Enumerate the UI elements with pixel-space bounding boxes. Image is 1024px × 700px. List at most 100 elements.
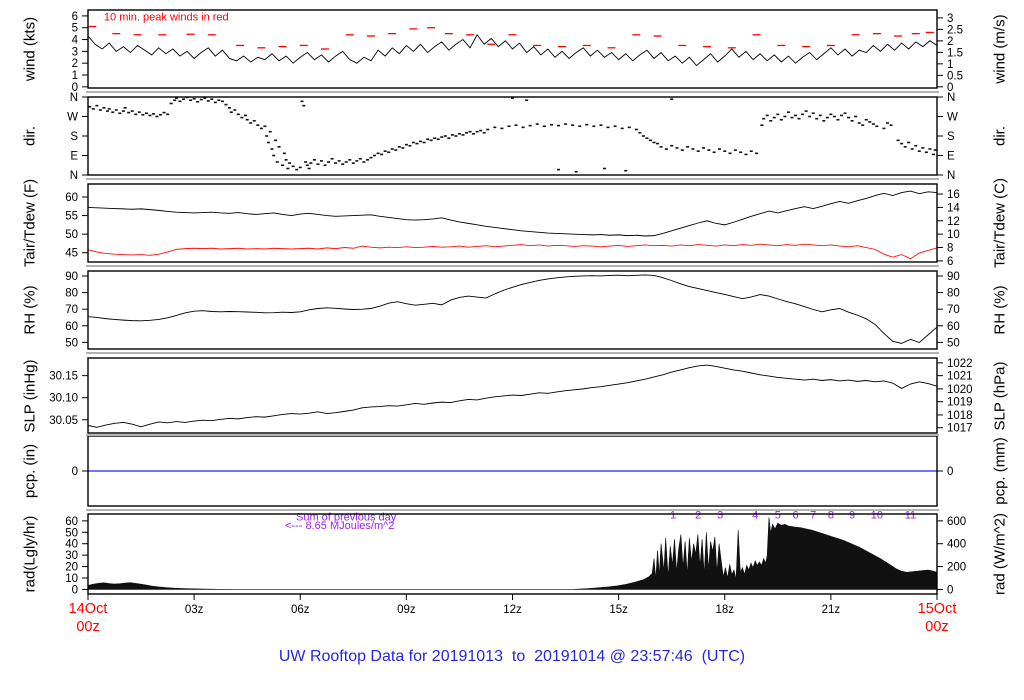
svg-text:1.5: 1.5 [947, 47, 963, 59]
svg-text:3: 3 [72, 46, 78, 58]
svg-text:5: 5 [72, 23, 78, 35]
axis-title-rh-right: RH (%) [991, 285, 1009, 335]
svg-text:70: 70 [65, 304, 78, 316]
svg-text:40: 40 [65, 539, 78, 551]
svg-text:N: N [947, 92, 955, 104]
svg-text:50: 50 [65, 527, 78, 539]
svg-text:80: 80 [65, 288, 78, 300]
svg-text:16: 16 [947, 189, 960, 201]
axis-title-dir-right: dir. [991, 125, 1009, 147]
axis-title-rad-wm2: rad (W/m^2) [991, 512, 1009, 596]
svg-text:50: 50 [65, 229, 78, 241]
svg-text:30.10: 30.10 [49, 393, 78, 405]
svg-text:W: W [67, 112, 78, 124]
svg-text:14: 14 [947, 202, 960, 214]
svg-text:10: 10 [947, 229, 960, 241]
axis-title-pcp-in: pcp. (in) [21, 443, 39, 499]
svg-text:90: 90 [65, 271, 78, 283]
axis-title-wind-kts: wind (kts) [21, 16, 39, 82]
svg-text:7: 7 [810, 510, 816, 522]
svg-text:30.05: 30.05 [49, 415, 78, 427]
svg-text:21z: 21z [822, 604, 841, 616]
svg-text:200: 200 [947, 562, 966, 574]
svg-text:90: 90 [947, 271, 960, 283]
svg-text:E: E [70, 151, 78, 163]
svg-text:0: 0 [72, 584, 78, 596]
svg-text:30: 30 [65, 550, 78, 562]
svg-text:3: 3 [717, 510, 723, 522]
svg-text:W: W [947, 112, 958, 124]
svg-text:1: 1 [947, 59, 953, 71]
svg-text:E: E [947, 151, 955, 163]
svg-text:6: 6 [947, 256, 953, 268]
axis-title-dir-left: dir. [21, 125, 39, 147]
svg-text:1022: 1022 [947, 358, 973, 370]
axis-title-tair-c: Tair/Tdew (C) [991, 177, 1009, 269]
panel-separator [86, 509, 939, 511]
axis-title-slp-inhg: SLP (inHg) [21, 359, 39, 433]
svg-text:1: 1 [670, 510, 676, 522]
svg-text:60: 60 [947, 321, 960, 333]
svg-text:S: S [947, 131, 955, 143]
svg-text:50: 50 [65, 337, 78, 349]
panel-separator [86, 265, 939, 267]
svg-text:1020: 1020 [947, 384, 973, 396]
svg-text:20: 20 [65, 562, 78, 574]
svg-text:8: 8 [947, 243, 953, 255]
svg-text:18z: 18z [715, 604, 734, 616]
panel-separator [86, 178, 939, 180]
panel-temperature: 45 50 55 60 6 8 10 12 14 16 [65, 183, 960, 268]
panel-radiation: 0 10 20 30 40 50 60 0 200 400 600 Sum of previous d… [65, 510, 966, 635]
axis-title-rad-lgly: rad(Lgly/hr) [21, 515, 39, 593]
svg-text:10: 10 [65, 573, 78, 585]
svg-text:<--- 8.65 MJoules/m^2: <--- 8.65 MJoules/m^2 [285, 520, 394, 532]
svg-text:80: 80 [947, 288, 960, 300]
svg-text:S: S [70, 131, 78, 143]
svg-text:0: 0 [947, 466, 953, 478]
svg-text:15z: 15z [609, 604, 628, 616]
svg-text:10: 10 [871, 510, 883, 522]
axis-title-wind-ms: wind (m/s) [991, 14, 1009, 84]
svg-text:09z: 09z [397, 604, 416, 616]
svg-text:0: 0 [947, 584, 953, 596]
axis-title-pcp-mm: pcp. (mm) [991, 437, 1009, 505]
svg-text:6: 6 [792, 510, 798, 522]
svg-text:1019: 1019 [947, 397, 973, 409]
svg-text:2: 2 [695, 510, 701, 522]
chart-title: UW Rooftop Data for 20191013 to 20191014… [278, 648, 746, 665]
svg-text:N: N [947, 170, 955, 182]
axis-title-slp-hpa: SLP (hPa) [991, 361, 1009, 431]
svg-text:4: 4 [752, 510, 758, 522]
panel-separator [86, 434, 939, 436]
svg-text:30.15: 30.15 [49, 371, 78, 383]
panel-separator [86, 352, 939, 354]
panel-humidity: 50 60 70 80 90 50 60 70 80 90 [65, 270, 960, 350]
svg-text:45: 45 [65, 248, 78, 260]
svg-text:50: 50 [947, 337, 960, 349]
svg-text:6: 6 [72, 11, 78, 23]
svg-text:06z: 06z [291, 604, 310, 616]
svg-text:N: N [70, 170, 78, 182]
svg-text:4: 4 [72, 35, 79, 47]
svg-text:60: 60 [65, 192, 78, 204]
svg-text:400: 400 [947, 539, 966, 551]
svg-text:12: 12 [947, 216, 960, 228]
svg-text:5: 5 [775, 510, 781, 522]
axis-title-tair-f: Tair/Tdew (F) [21, 178, 39, 268]
svg-text:1017: 1017 [947, 423, 973, 435]
svg-text:10 min. peak winds in red: 10 min. peak winds in red [104, 11, 229, 23]
svg-text:2: 2 [72, 58, 78, 70]
panel-pressure: 30.05 30.10 30.15 1017 1018 1019 1020 1021 1022 [49, 357, 973, 435]
svg-text:9: 9 [849, 510, 855, 522]
svg-text:3: 3 [947, 13, 953, 25]
axis-title-rh-left: RH (%) [21, 285, 39, 335]
svg-text:70: 70 [947, 304, 960, 316]
svg-text:12z: 12z [503, 604, 522, 616]
svg-text:8: 8 [828, 510, 834, 522]
svg-text:11: 11 [905, 510, 916, 522]
svg-text:0: 0 [72, 466, 78, 478]
